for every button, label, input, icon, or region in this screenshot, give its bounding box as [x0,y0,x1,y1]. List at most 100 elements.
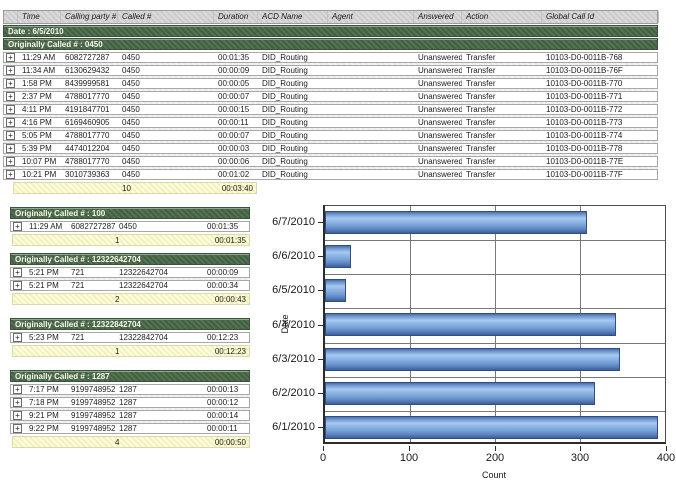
group-summary: 1 00:12:23 [12,345,250,357]
date-group-banner: Date : 6/5/2010 [3,25,658,37]
summary-duration: 00:01:35 [214,236,246,245]
table-header-row: Time Calling party # Called # Duration ACD N… [3,10,659,24]
expand-row-icon[interactable]: + [13,398,22,407]
bar-6-5-2010 [325,279,347,303]
table-cell: 2:37 PM [22,92,52,101]
table-cell: 6082727287 [71,222,115,231]
table-cell: 10103-D0-0011B-77E [546,157,624,166]
yaxis-tick-mark [318,222,323,223]
table-cell: Transfer [466,66,496,75]
category-band [325,206,665,240]
table-cell: 5:39 PM [22,144,52,153]
table-cell: 9199748952 [71,385,115,394]
gridline-horizontal [325,240,665,241]
table-cell: DID_Routing [262,157,308,166]
table-cell: 00:01:35 [218,53,250,62]
table-cell: 9199748952 [71,411,115,420]
table-cell: Transfer [466,105,496,114]
category-band [325,308,665,342]
xaxis-tick-mark [495,446,496,451]
table-row: +5:21 PM 721 12322642704 00:00:09 [10,267,250,278]
table-cell: 00:00:15 [218,105,250,114]
table-cell: 4191847701 [65,105,110,114]
table-cell: 10103-D0-0011B-770 [546,79,623,88]
xaxis-tick-mark [409,446,410,451]
table-cell: 9:21 PM [29,411,59,420]
table-cell: 00:00:12 [207,398,239,407]
table-cell: 1287 [119,398,137,407]
group-banner-0450: Originally Called # : 0450 [3,38,658,50]
expand-row-icon[interactable]: + [6,66,15,75]
expand-row-icon[interactable]: + [6,157,15,166]
table-cell: 1287 [119,385,137,394]
table-row: +4:16 PM 6169460905 0450 00:00:11 DID_Routin… [3,117,658,128]
expand-row-icon[interactable]: + [6,144,15,153]
group-summary-0450: 10 00:03:40 [13,182,257,194]
expand-row-icon[interactable]: + [13,411,22,420]
table-cell: Unanswered [418,131,462,140]
expand-row-icon[interactable]: + [13,281,22,290]
table-cell: 0450 [122,170,140,179]
table-cell: Unanswered [418,170,462,179]
table-cell: 6169460905 [65,118,110,127]
group-summary: 2 00:00:43 [12,293,250,305]
yaxis-tick-mark [318,256,323,257]
table-cell: 0450 [122,118,140,127]
yaxis-tick-label: 6/3/2010 [272,353,315,365]
sub-group-rows: +5:21 PM 721 12322642704 00:00:09 +5:21 PM 72… [10,267,250,291]
gridline-horizontal [325,377,665,378]
group-banner: Originally Called # : 12322842704 [10,318,250,330]
expand-row-icon[interactable]: + [13,385,22,394]
expand-row-icon[interactable]: + [13,222,22,231]
table-cell: 5:21 PM [29,281,59,290]
table-cell: 11:29 AM [29,222,63,231]
column-header-answered: Answered [414,11,462,23]
table-cell: 7:18 PM [29,398,59,407]
xaxis-tick-label: 300 [570,452,590,464]
expand-row-icon[interactable]: + [13,333,22,342]
table-cell: 00:00:07 [218,92,250,101]
yaxis-tick-label: 6/5/2010 [272,284,315,296]
table-cell: 1287 [119,424,137,433]
group-banner: Originally Called # : 100 [10,207,250,219]
sub-group-rows: +7:17 PM 9199748952 1287 00:00:13 +7:18 PM 91… [10,384,250,434]
table-cell: 00:00:09 [207,268,239,277]
table-cell: 10103-D0-0011B-774 [546,131,623,140]
summary-duration: 00:03:40 [221,184,253,193]
yaxis-tick-label: 6/1/2010 [272,421,315,433]
table-cell: 1287 [119,411,137,420]
sub-group-rows: +11:29 AM 6082727287 0450 00:01:35 [10,221,250,232]
table-row: +7:18 PM 9199748952 1287 00:00:12 [10,397,250,408]
table-cell: 12322642704 [119,281,168,290]
expand-row-icon[interactable]: + [6,92,15,101]
main-group-rows: +11:29 AM 6082727287 0450 00:01:35 DID_Routi… [3,52,658,180]
table-cell: 5:23 PM [29,333,59,342]
gridline-horizontal [325,343,665,344]
expand-row-icon[interactable]: + [6,79,15,88]
table-cell: 0450 [122,79,140,88]
table-cell: 721 [71,333,85,342]
expand-row-icon[interactable]: + [13,424,22,433]
table-cell: DID_Routing [262,92,308,101]
expand-row-icon[interactable]: + [6,170,15,179]
bar-6-7-2010 [325,211,587,234]
table-cell: 00:00:11 [218,118,249,127]
expand-row-icon[interactable]: + [6,53,15,62]
bar-6-1-2010 [325,415,659,439]
xaxis-tick-mark [580,446,581,451]
table-row: +1:58 PM 8439999581 0450 00:00:05 DID_Routin… [3,78,658,89]
yaxis-tick-mark [318,393,323,394]
header-expand-spacer [4,11,18,23]
expand-row-icon[interactable]: + [6,105,15,114]
table-cell: 11:29 AM [22,53,56,62]
expand-row-icon[interactable]: + [6,131,15,140]
xaxis-tick-label: 0 [319,452,327,464]
expand-row-icon[interactable]: + [6,118,15,127]
calls-per-date-chart: Count Date 6/7/2010 6/6/2010 6/5/2010 6/4/2… [255,198,676,485]
table-cell: Unanswered [418,157,462,166]
expand-row-icon[interactable]: + [13,268,22,277]
summary-duration: 00:12:23 [214,347,246,356]
gridline-horizontal [325,411,665,412]
table-cell: 0450 [122,66,140,75]
category-band [325,411,665,445]
